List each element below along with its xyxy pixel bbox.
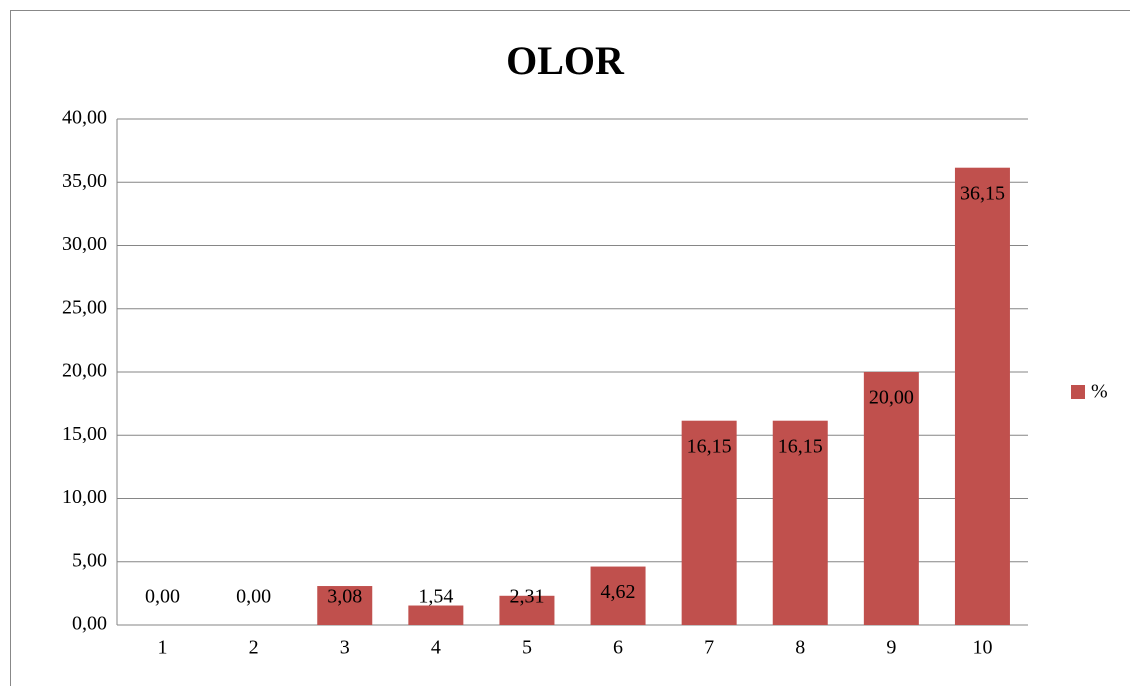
x-tick-label: 4 — [431, 637, 441, 659]
x-tick-label: 6 — [613, 637, 623, 659]
data-label: 0,00 — [145, 586, 180, 608]
x-tick-label: 2 — [249, 637, 259, 659]
data-label: 4,62 — [601, 581, 636, 603]
data-label: 1,54 — [418, 586, 453, 608]
y-tick-label: 25,00 — [62, 296, 107, 318]
bar — [317, 586, 373, 625]
bar — [954, 167, 1010, 625]
data-label: 0,00 — [236, 586, 271, 608]
y-tick-label: 30,00 — [62, 233, 107, 255]
chart-frame — [10, 10, 1130, 686]
data-label: 36,15 — [960, 182, 1005, 204]
bar — [499, 595, 555, 625]
bar — [772, 420, 828, 625]
data-label: 20,00 — [869, 387, 914, 409]
y-tick-label: 35,00 — [62, 170, 107, 192]
bar — [681, 420, 737, 625]
x-tick-label: 10 — [972, 637, 992, 659]
x-tick-label: 5 — [522, 637, 532, 659]
y-tick-label: 15,00 — [62, 423, 107, 445]
data-label: 3,08 — [327, 586, 362, 608]
x-tick-label: 9 — [886, 637, 896, 659]
y-tick-label: 20,00 — [62, 360, 107, 382]
x-tick-label: 3 — [340, 637, 350, 659]
y-tick-label: 5,00 — [72, 549, 107, 571]
x-tick-label: 7 — [704, 637, 714, 659]
x-tick-label: 8 — [795, 637, 805, 659]
chart-title: OLOR — [506, 38, 625, 83]
y-tick-label: 0,00 — [72, 613, 107, 635]
y-tick-label: 40,00 — [62, 107, 107, 129]
bar — [590, 566, 646, 625]
bar — [863, 372, 919, 625]
bar — [408, 605, 464, 625]
data-label: 16,15 — [687, 435, 732, 457]
y-tick-label: 10,00 — [62, 486, 107, 508]
x-tick-label: 1 — [158, 637, 168, 659]
data-label: 2,31 — [509, 586, 544, 608]
legend-swatch — [1071, 385, 1085, 399]
data-label: 16,15 — [778, 435, 823, 457]
legend-label: % — [1091, 381, 1108, 403]
